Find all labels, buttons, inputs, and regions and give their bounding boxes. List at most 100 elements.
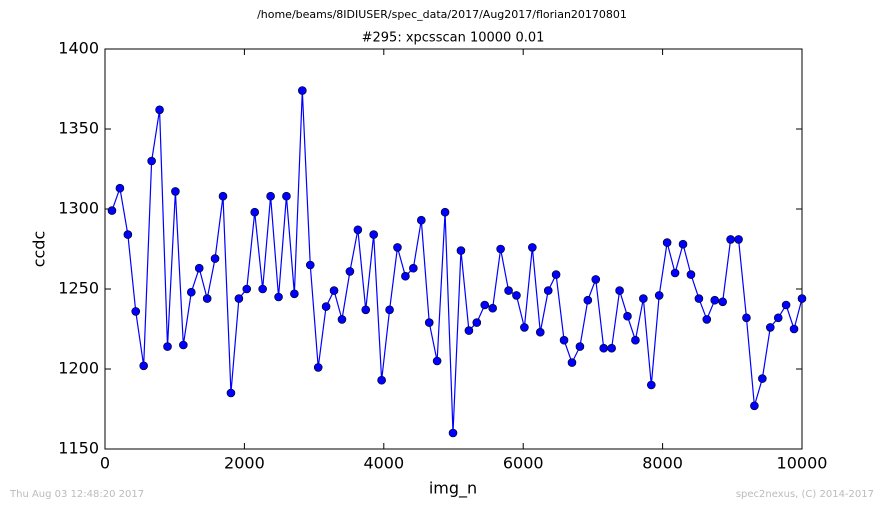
plot-area — [104, 48, 803, 450]
data-point — [607, 343, 616, 353]
data-point — [218, 191, 228, 201]
data-point — [432, 356, 442, 366]
data-point — [393, 243, 402, 252]
data-point — [472, 318, 482, 327]
data-point — [512, 291, 521, 300]
data-point — [345, 267, 355, 276]
data-point — [504, 286, 513, 295]
data-point — [758, 374, 767, 383]
data-point — [194, 263, 204, 273]
x-axis-label: img_n — [429, 479, 477, 499]
data-point — [290, 289, 299, 299]
data-point — [662, 238, 672, 247]
data-point — [448, 428, 458, 438]
data-point — [694, 294, 704, 303]
data-point — [765, 323, 775, 332]
data-point — [559, 335, 569, 345]
data-point — [440, 207, 450, 217]
data-point — [520, 323, 529, 332]
data-point — [591, 275, 601, 284]
data-point — [163, 342, 172, 351]
suptitle: /home/beams/8IDIUSER/spec_data/2017/Aug2… — [257, 8, 627, 21]
data-point — [781, 300, 791, 310]
data-point — [623, 311, 632, 321]
data-point — [353, 225, 363, 235]
data-point — [686, 270, 696, 279]
footer-right: spec2nexus, (C) 2014-2017 — [736, 489, 874, 500]
data-point — [464, 326, 474, 335]
data-point — [639, 294, 648, 303]
data-point — [202, 294, 212, 303]
data-point — [480, 300, 490, 310]
x-tick-label: 4000 — [363, 454, 404, 473]
data-point — [234, 294, 244, 303]
data-point — [321, 302, 331, 311]
data-point — [551, 270, 561, 279]
x-tick-label: 6000 — [503, 454, 544, 473]
data-point — [575, 342, 585, 351]
data-point — [456, 246, 466, 255]
data-point — [282, 191, 291, 201]
data-point — [171, 187, 180, 196]
data-point — [329, 286, 339, 295]
data-point — [313, 363, 323, 372]
y-tick-label: 1250 — [58, 279, 99, 298]
data-point — [797, 294, 807, 303]
x-tick-label: 8000 — [642, 454, 683, 473]
data-point — [599, 343, 609, 353]
data-point — [139, 361, 148, 371]
data-point — [773, 313, 783, 323]
data-point — [123, 230, 133, 239]
data-point — [726, 235, 735, 244]
data-point — [369, 230, 378, 239]
x-tick-label: 0 — [100, 454, 110, 473]
data-point — [742, 313, 751, 323]
data-point — [250, 207, 260, 217]
data-point — [535, 327, 545, 337]
data-point — [115, 183, 125, 193]
y-tick-label: 1200 — [58, 359, 99, 378]
data-point — [615, 286, 624, 295]
x-tick-label: 2000 — [224, 454, 265, 473]
data-line — [111, 90, 803, 434]
data-point — [337, 315, 347, 324]
y-tick-label: 1300 — [58, 199, 99, 218]
data-point — [718, 297, 727, 307]
data-point — [186, 287, 196, 297]
data-point — [678, 239, 688, 249]
data-point — [647, 380, 656, 390]
data-point — [424, 318, 434, 327]
data-point — [258, 284, 267, 294]
y-axis-label: ccdc — [30, 231, 49, 268]
data-point — [496, 244, 505, 254]
data-point — [702, 315, 712, 324]
data-point — [298, 86, 307, 95]
footer-left: Thu Aug 03 12:48:20 2017 — [9, 489, 144, 500]
x-tick-label: 10000 — [777, 454, 828, 473]
data-point — [155, 105, 164, 115]
data-point — [710, 295, 720, 305]
data-point — [377, 375, 386, 385]
data-point — [409, 263, 418, 273]
data-point — [361, 305, 371, 315]
data-point — [266, 191, 275, 201]
data-point — [750, 401, 759, 411]
data-point — [305, 260, 315, 270]
y-tick-label: 1350 — [58, 119, 99, 138]
data-point — [734, 235, 743, 244]
data-point — [107, 206, 117, 215]
data-point — [179, 340, 188, 350]
data-point — [401, 271, 410, 281]
data-point — [631, 335, 640, 345]
data-point — [385, 305, 394, 315]
data-point — [670, 268, 680, 278]
chart-title: #295: xpcsscan 10000 0.01 — [362, 31, 545, 46]
y-tick-label: 1150 — [58, 439, 99, 458]
data-point — [274, 292, 283, 302]
data-point — [210, 254, 220, 263]
data-point — [131, 307, 141, 316]
data-point — [226, 388, 236, 398]
data-point — [583, 295, 593, 305]
data-point — [528, 243, 537, 252]
